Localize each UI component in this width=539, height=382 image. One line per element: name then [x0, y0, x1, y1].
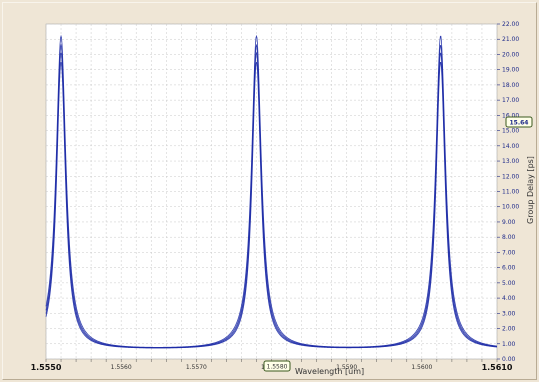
y-tick-label: 9.00 — [502, 219, 516, 226]
cursor-y-marker[interactable]: 15.64 — [505, 116, 533, 128]
y-tick-label: 19.00 — [502, 67, 519, 74]
cursor-x-marker[interactable]: 1.5580 — [263, 360, 291, 372]
x-axis-label: Wavelength [um] — [295, 367, 364, 376]
cursor-y-box — [505, 116, 533, 128]
y-tick-label: 10.00 — [502, 204, 519, 211]
curves — [45, 34, 498, 349]
y-tick-label: 3.00 — [502, 310, 516, 317]
y-axis: 22.00 21.00 20.00 19.00 18.00 17.00 16.00 15.00… — [497, 21, 519, 363]
series-line — [45, 61, 498, 349]
x-tick-label-end: 1.5610 — [482, 363, 513, 372]
cursor-y-value: 15.64 — [510, 120, 529, 127]
y-tick-label: 22.00 — [502, 21, 519, 28]
y-tick-label: 2.00 — [502, 326, 516, 333]
y-tick-label: 13.00 — [502, 158, 519, 165]
grid — [45, 23, 498, 360]
y-tick-label: 16.00 — [502, 112, 519, 119]
y-tick-label: 17.00 — [502, 97, 519, 104]
cursor-x-box — [263, 360, 291, 372]
y-axis-label: Group Delay [ps] — [526, 156, 535, 224]
y-tick-label: 0.00 — [502, 356, 516, 363]
x-tick-label: 1.5600 — [411, 364, 432, 371]
x-tick-label: 1.5570 — [186, 364, 207, 371]
y-tick-label: 12.00 — [502, 173, 519, 180]
x-tick-label: 1.5560 — [111, 364, 132, 371]
y-tick-label: 8.00 — [502, 234, 516, 241]
y-tick-label: 20.00 — [502, 51, 519, 58]
x-tick-label-start: 1.5550 — [31, 363, 62, 372]
y-tick-label: 21.00 — [502, 36, 519, 43]
y-tick-label: 7.00 — [502, 249, 516, 256]
x-tick-label: 1.5590 — [336, 364, 357, 371]
y-tick-label: 15.00 — [502, 128, 519, 135]
y-tick-label: 1.00 — [502, 341, 516, 348]
y-tick-label: 11.00 — [502, 189, 519, 196]
cursor-x-value: 1.5580 — [267, 364, 288, 371]
y-tick-label: 4.00 — [502, 295, 516, 302]
y-tick-label: 6.00 — [502, 265, 516, 272]
y-tick-label: 5.00 — [502, 280, 516, 287]
y-tick-label: 14.00 — [502, 143, 519, 150]
y-tick-label: 18.00 — [502, 82, 519, 89]
